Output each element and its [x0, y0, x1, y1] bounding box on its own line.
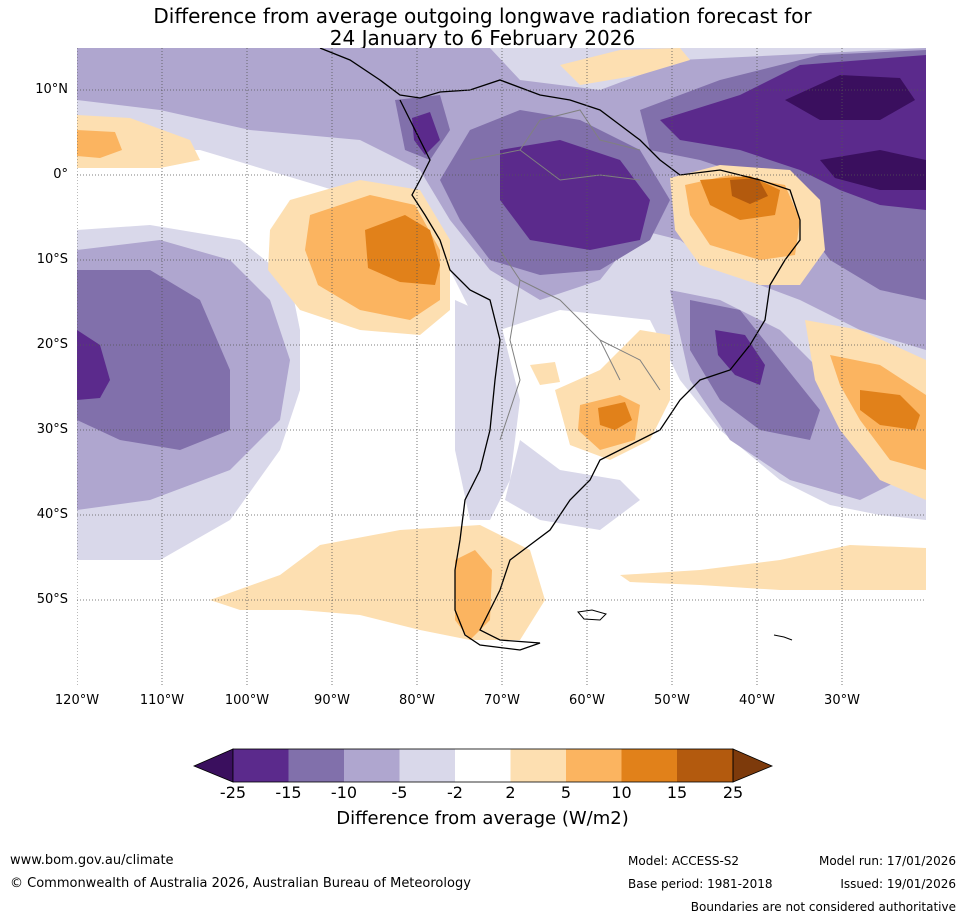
colorbar-tick: -2 [447, 783, 463, 802]
colorbar-segment [510, 749, 566, 782]
anomaly-region-darkest-purple-1 [785, 75, 915, 120]
lat-label-30s: 30°S [36, 422, 68, 437]
colorbar-tick: 2 [505, 783, 516, 802]
anomaly-region-strong-purple-colombia [412, 112, 440, 155]
anomaly-region-orange-patagonia [455, 550, 492, 640]
colorbar-segment [399, 749, 455, 782]
anomaly-region-light-purple-chile [455, 300, 520, 520]
anomaly-region-strong-purple-pacific [77, 330, 110, 400]
colorbar-tick: -5 [391, 783, 408, 802]
anomaly-region-orange-west [77, 130, 122, 158]
lat-label-0: 0° [53, 167, 68, 182]
graticule [77, 48, 926, 685]
website-link[interactable]: www.bom.gov.au/climate [10, 853, 174, 868]
lon-label-100w: 100°W [224, 693, 270, 708]
anomaly-region-darkest-purple-2 [820, 150, 926, 190]
anomaly-region-dark-purple-pacific [77, 270, 230, 450]
model-name: Model: ACCESS-S2 [628, 854, 740, 868]
colorbar-tick: 5 [560, 783, 572, 802]
lat-label-10s: 10°S [36, 252, 68, 267]
colorbar-segment [677, 749, 733, 782]
lon-label-70w: 70°W [484, 693, 520, 708]
colorbar-title: Difference from average (W/m2) [336, 808, 629, 829]
colorbar-tick: 10 [611, 783, 632, 802]
colorbar-tick: -25 [219, 783, 247, 802]
anomaly-region-light-orange-caribbean [560, 48, 690, 85]
lon-label-110w: 110°W [139, 693, 185, 708]
lon-label-80w: 80°W [399, 693, 435, 708]
anomaly-region-dark-orange-south-atlantic [860, 390, 920, 430]
lat-label-40s: 40°S [36, 507, 68, 522]
anomaly-region-light-purple-south [505, 440, 640, 530]
lon-label-30w: 30°W [824, 693, 860, 708]
colorbar [192, 748, 774, 783]
colorbar-segment [455, 749, 511, 782]
anomaly-region-dark-orange-paraguay [598, 402, 632, 430]
colorbar-segment [233, 749, 289, 782]
lon-label-50w: 50°W [654, 693, 690, 708]
colorbar-segment [566, 749, 622, 782]
base-period: Base period: 1981-2018 [628, 877, 773, 891]
colorbar-tick: 25 [722, 783, 744, 802]
boundaries-disclaimer: Boundaries are not considered authoritat… [690, 900, 956, 914]
colorbar-tick: -10 [330, 783, 358, 802]
south-georgia-island [773, 634, 793, 641]
lat-label-20s: 20°S [36, 337, 68, 352]
map-title-line-2: 24 January to 6 February 2026 [329, 26, 636, 50]
lat-label-10n: 10°N [35, 82, 68, 97]
anomaly-region-light-orange-bolivia [530, 362, 560, 385]
anomaly-field [77, 48, 926, 685]
colorbar-tick: -15 [275, 783, 302, 802]
anomaly-region-darkest-orange-brazil [730, 178, 768, 204]
colorbar-extend-low [192, 748, 234, 783]
colorbar-segment [344, 749, 400, 782]
anomaly-region-dark-orange-pacific [365, 215, 440, 285]
lon-label-120w: 120°W [54, 693, 100, 708]
map-title-line-1: Difference from average outgoing longwav… [153, 4, 812, 28]
colorbar-tick: 15 [666, 783, 688, 802]
anomaly-region-light-orange-south-atlantic-2 [620, 545, 926, 590]
colorbar-extend-high [732, 748, 774, 783]
issued-date: Issued: 19/01/2026 [840, 877, 956, 891]
colorbar-segment [621, 749, 677, 782]
lon-label-60w: 60°W [569, 693, 605, 708]
anomaly-region-strong-purple-amazon [500, 140, 650, 250]
lat-label-50s: 50°S [36, 592, 68, 607]
copyright-text: © Commonwealth of Australia 2026, Austra… [10, 876, 471, 891]
model-run-date: Model run: 17/01/2026 [818, 854, 956, 868]
colorbar-segment [288, 749, 344, 782]
south-america-coastline [319, 48, 801, 651]
falkland-islands [577, 609, 607, 621]
lon-label-90w: 90°W [314, 693, 350, 708]
lon-label-40w: 40°W [739, 693, 775, 708]
